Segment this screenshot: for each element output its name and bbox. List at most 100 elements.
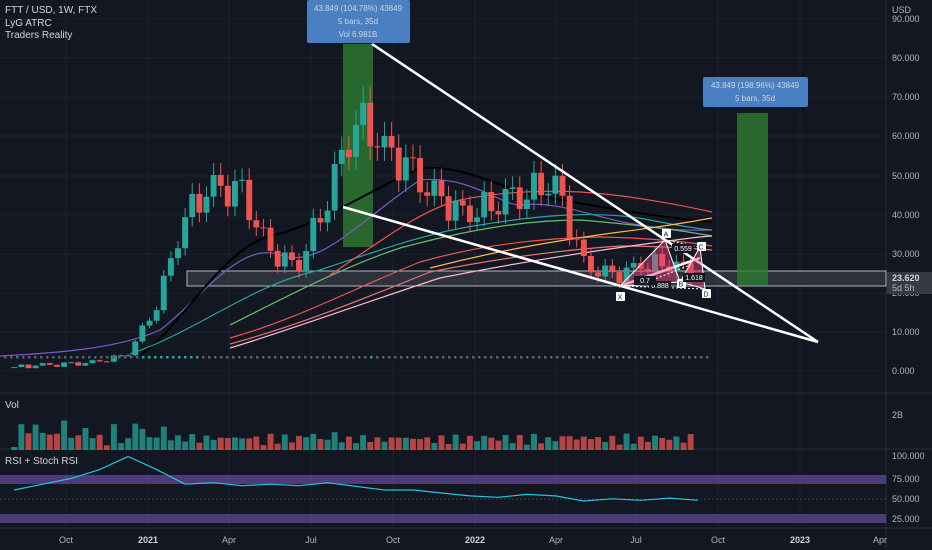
volume-label[interactable]: Vol [5, 400, 19, 411]
candle-body [118, 355, 124, 357]
rsi-tick: 100.000 [892, 451, 925, 461]
volume-bar [381, 441, 388, 450]
signal-dot [166, 356, 169, 359]
pattern-ratio: 0.559 [674, 246, 692, 253]
candle-body [331, 163, 338, 211]
volume-bar [203, 435, 210, 450]
signal-dot [118, 356, 121, 359]
signal-dot [376, 356, 379, 359]
rsi-tick: 25.000 [892, 514, 920, 524]
candle-body [630, 262, 637, 268]
rsi-oversold-band [0, 514, 886, 523]
candle-body [267, 227, 274, 251]
candle-body [424, 192, 431, 196]
candle-body [431, 180, 438, 196]
volume-bar [11, 447, 18, 450]
volume-bar [609, 435, 616, 450]
volume-bar [175, 435, 181, 450]
volume-bar [288, 442, 295, 450]
symbol-title[interactable]: FTT / USD, 1W, FTX [5, 5, 97, 16]
signal-dot [298, 356, 301, 359]
signal-dot [94, 356, 97, 359]
candle-body [182, 217, 189, 249]
volume-bar [559, 436, 566, 450]
candle-body [481, 192, 488, 218]
measure-left-line1: 43.849 (104.78%) 43849 [314, 4, 403, 13]
volume-bar [281, 434, 288, 450]
candle-body [296, 260, 302, 272]
volume-bar [573, 439, 580, 450]
signal-dots [4, 356, 709, 359]
signal-dot [82, 356, 85, 359]
signal-dot [100, 356, 103, 359]
candle-body [466, 205, 473, 223]
candle-body [345, 149, 352, 158]
price-tick: 80.000 [892, 53, 920, 63]
signal-dot [568, 356, 571, 359]
signal-dot [556, 356, 559, 359]
candle-body [637, 262, 644, 269]
pattern-point-bg [616, 292, 625, 301]
signal-dot [502, 356, 505, 359]
volume-bar [538, 443, 545, 450]
signal-dot [370, 356, 373, 359]
rsi-label[interactable]: RSI + Stoch RSI [5, 456, 78, 467]
candle-body [139, 325, 146, 342]
signal-dot [664, 356, 667, 359]
signal-dot [550, 356, 553, 359]
pattern-point-bg [662, 229, 671, 238]
signal-dot [136, 356, 139, 359]
signal-dot [394, 356, 397, 359]
signal-dot [10, 356, 13, 359]
candle-body [103, 361, 110, 363]
signal-dot [424, 356, 427, 359]
candle-body [232, 181, 238, 207]
candle-body [495, 211, 502, 215]
signal-dot [22, 356, 25, 359]
volume-bar [474, 441, 480, 450]
candle-body [224, 185, 231, 207]
signal-dot [622, 356, 625, 359]
signal-dot [400, 356, 403, 359]
signal-dot [472, 356, 475, 359]
volume-bar [452, 434, 459, 450]
signal-dot [52, 356, 55, 359]
price-tick: 70.000 [892, 92, 920, 102]
time-axis[interactable]: Oct 2021 Apr Jul Oct 2022 Apr Jul Oct 20… [59, 535, 887, 545]
candle-body [110, 355, 117, 362]
signal-dot [412, 356, 415, 359]
volume-bar [531, 433, 537, 450]
pattern-ratio: 0.888 [651, 283, 669, 290]
volume-bar [459, 443, 466, 450]
volume-bar [374, 437, 381, 450]
volume-bar [424, 437, 431, 450]
indicator-traders-reality[interactable]: Traders Reality [5, 30, 72, 41]
measure-right-label: 43.849 (198.96%) 43849 5 bars, 35d [703, 77, 808, 107]
volume-bar [139, 428, 146, 450]
pattern-point-a: A [664, 232, 669, 239]
signal-dot [514, 356, 517, 359]
signal-dot [520, 356, 523, 359]
signal-dot [616, 356, 619, 359]
signal-dot [64, 356, 67, 359]
candle-body [125, 355, 132, 357]
candle-body [659, 253, 666, 267]
candle-body [595, 272, 602, 277]
volume-bar [224, 438, 231, 450]
candle-body [54, 364, 60, 367]
candle-body [538, 172, 545, 196]
volume-bar [509, 443, 516, 450]
signal-dot [628, 356, 631, 359]
signal-dot [442, 356, 445, 359]
candle-body [374, 146, 381, 148]
signal-dot [142, 356, 145, 359]
volume-bar [345, 436, 352, 450]
pattern-labels: X A B C D 0.559 0.888 1.618 0.7 [616, 229, 711, 302]
volume-bar [125, 438, 132, 450]
pattern-ratio-bg [672, 244, 694, 253]
signal-dot [340, 356, 343, 359]
candle-body [253, 220, 260, 228]
indicator-lyg-atrc[interactable]: LyG ATRC [5, 18, 52, 29]
volume-bar [274, 443, 281, 450]
